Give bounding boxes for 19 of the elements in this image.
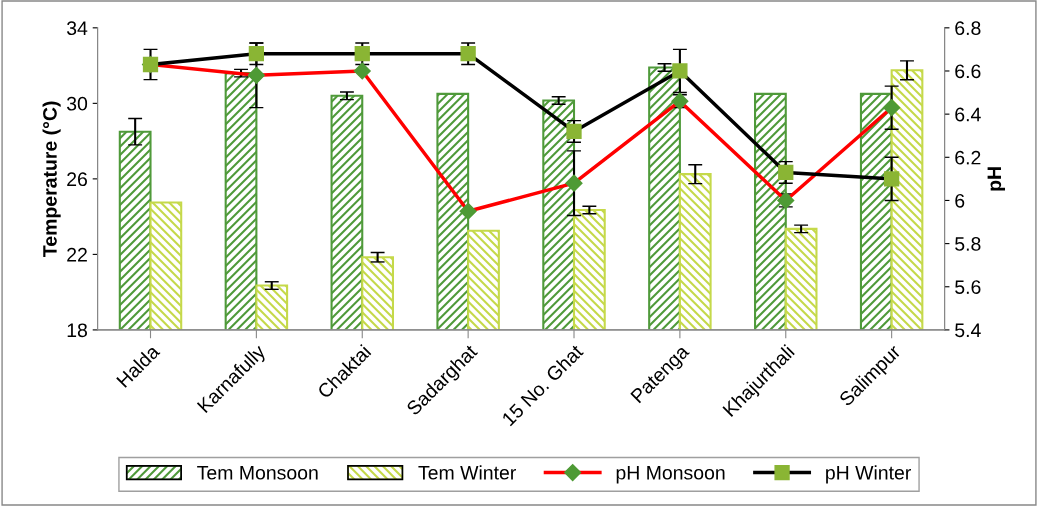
y-tick-label: 34	[66, 21, 88, 36]
y2-tick-label: 6.4	[955, 107, 981, 122]
legend-label: pH Winter	[826, 465, 911, 484]
legend-label: pH Monsoon	[616, 466, 725, 484]
y2-tick-label: 5.6	[955, 280, 981, 294]
y2-tick-label: 6.6	[955, 64, 981, 79]
y-axis-title: Temperature (°C)	[42, 101, 61, 257]
y-tick-label: 26	[67, 172, 87, 187]
y-tick-label: 22	[67, 247, 87, 262]
y2-tick-label: 5.4	[955, 323, 981, 338]
legend-label: Tem Monsoon	[197, 466, 318, 480]
y2-tick-label: 6	[955, 193, 965, 208]
y2-tick-label: 6.8	[955, 21, 981, 36]
y-tick-label: 18	[67, 323, 88, 338]
y2-tick-label: 6.2	[955, 150, 981, 165]
y-tick-label: 30	[66, 96, 88, 111]
y2-tick-label: 5.8	[955, 237, 981, 251]
y2-axis-title: pH	[987, 167, 1006, 191]
legend-label: Tem Winter	[418, 465, 516, 480]
